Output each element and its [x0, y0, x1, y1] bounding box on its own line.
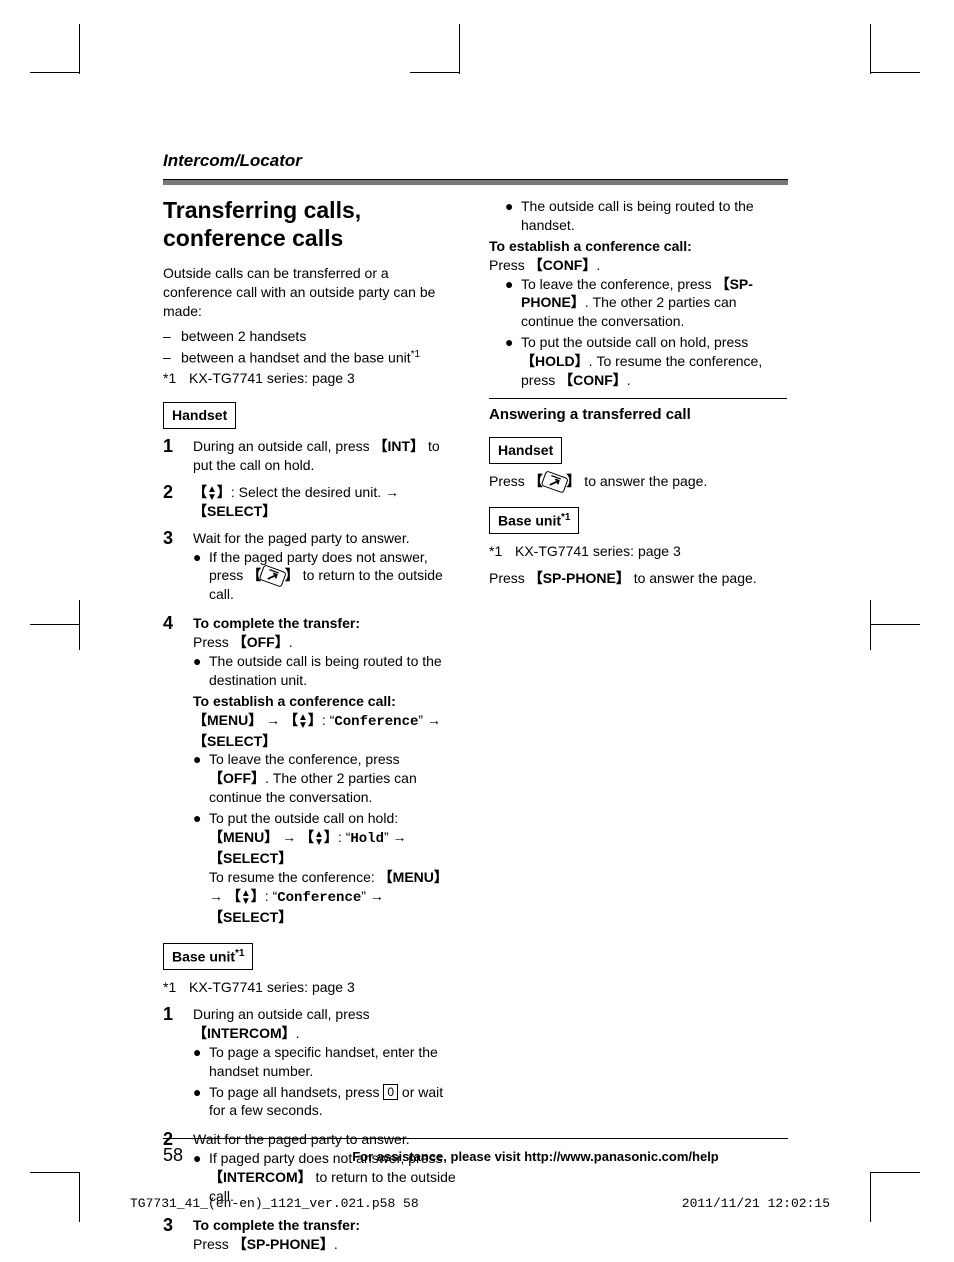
- crop-mark: [870, 624, 920, 625]
- list-item: – between 2 handsets: [163, 327, 461, 346]
- crop-mark: [30, 624, 80, 625]
- baseunit-label: Base unit*1: [163, 943, 253, 971]
- section-header: Intercom/Locator: [163, 150, 788, 173]
- body-text: Press 【SP-PHONE】 to answer the page.: [489, 569, 787, 588]
- crop-mark: [870, 1172, 920, 1173]
- crop-mark: [79, 24, 80, 74]
- bullet-item: ● To put the outside call on hold: 【MENU…: [193, 809, 461, 926]
- step-body: During an outside call, press 【INT】 to p…: [193, 437, 461, 475]
- crop-mark: [30, 72, 80, 73]
- step: 3 Wait for the paged party to answer. ● …: [163, 529, 461, 607]
- step-body: To complete the transfer: Press 【OFF】. ●…: [193, 614, 461, 928]
- bullet-item: ● To page all handsets, press 0 or wait …: [193, 1083, 461, 1121]
- print-timestamp: 2011/11/21 12:02:15: [682, 1195, 830, 1213]
- step-number: 3: [163, 529, 193, 607]
- crop-mark: [30, 1172, 80, 1173]
- crop-mark: [410, 72, 460, 73]
- step-number: 1: [163, 437, 193, 475]
- key-zero: 0: [383, 1084, 398, 1100]
- updown-icon: ▲▼: [298, 714, 308, 730]
- step-body: During an outside call, press【INTERCOM】.…: [193, 1005, 461, 1122]
- updown-icon: ▲▼: [241, 890, 251, 906]
- step-body: Wait for the paged party to answer. ● If…: [193, 529, 461, 607]
- rule: [163, 180, 788, 185]
- crop-mark: [79, 1172, 80, 1222]
- step: 3 To complete the transfer: Press 【SP-PH…: [163, 1216, 461, 1254]
- step: 1 During an outside call, press 【INT】 to…: [163, 437, 461, 475]
- footnote: *1 KX-TG7741 series: page 3: [163, 978, 461, 997]
- print-file: TG7731_41_(en-en)_1121_ver.021.p58 58: [130, 1195, 419, 1213]
- step-body: To complete the transfer: Press 【SP-PHON…: [193, 1216, 461, 1254]
- crop-mark: [870, 600, 871, 650]
- step-body: 【▲▼】: Select the desired unit. → 【SELECT…: [193, 483, 461, 521]
- step-number: 2: [163, 483, 193, 521]
- footnote: *1 KX-TG7741 series: page 3: [163, 369, 461, 388]
- page-footer: 58 For assistance, please visit http://w…: [163, 1138, 788, 1167]
- subheading: Answering a transferred call: [489, 405, 787, 425]
- page-content: Intercom/Locator Transferring calls, con…: [163, 150, 788, 1262]
- page-title: Transferring calls, conference calls: [163, 197, 461, 252]
- intro-text: Outside calls can be transferred or a co…: [163, 264, 461, 321]
- step-number: 4: [163, 614, 193, 928]
- crop-mark: [459, 24, 460, 74]
- crop-mark: [870, 1172, 871, 1222]
- print-metadata: TG7731_41_(en-en)_1121_ver.021.p58 58 20…: [130, 1195, 830, 1213]
- bullet-item: ● To put the outside call on hold, press…: [505, 333, 787, 390]
- right-column: ● The outside call is being routed to th…: [489, 197, 787, 1262]
- step-number: 1: [163, 1005, 193, 1122]
- rule: [489, 398, 787, 399]
- updown-icon: ▲▼: [314, 831, 324, 847]
- step: 1 During an outside call, press【INTERCOM…: [163, 1005, 461, 1122]
- talk-icon: ↸: [541, 470, 569, 493]
- updown-icon: ▲▼: [207, 486, 217, 502]
- page-number: 58: [163, 1143, 283, 1167]
- bullet-item: ● To leave the conference, press 【SP-PHO…: [505, 275, 787, 332]
- left-column: Transferring calls, conference calls Out…: [163, 197, 461, 1262]
- step-number: 3: [163, 1216, 193, 1254]
- baseunit-label: Base unit*1: [489, 507, 579, 535]
- bullet-item: ● To page a specific handset, enter the …: [193, 1043, 461, 1081]
- footnote: *1 KX-TG7741 series: page 3: [489, 542, 787, 561]
- bullet-item: ● The outside call is being routed to th…: [505, 197, 787, 235]
- list-item: – between a handset and the base unit*1: [163, 348, 461, 368]
- bullet-item: ● To leave the conference, press 【OFF】. …: [193, 750, 461, 807]
- bullet-item: ● The outside call is being routed to th…: [193, 652, 461, 690]
- crop-mark: [870, 72, 920, 73]
- footer-text: For assistance, please visit http://www.…: [283, 1148, 788, 1166]
- step: 4 To complete the transfer: Press 【OFF】.…: [163, 614, 461, 928]
- handset-label: Handset: [163, 402, 236, 429]
- handset-label: Handset: [489, 437, 562, 464]
- bullet-item: ● If the paged party does not answer, pr…: [193, 548, 461, 605]
- rule: [163, 1138, 788, 1139]
- talk-icon: ↸: [259, 565, 287, 588]
- crop-mark: [79, 600, 80, 650]
- step: 2 【▲▼】: Select the desired unit. → 【SELE…: [163, 483, 461, 521]
- crop-mark: [870, 24, 871, 74]
- body-text: Press 【↸】 to answer the page.: [489, 472, 787, 491]
